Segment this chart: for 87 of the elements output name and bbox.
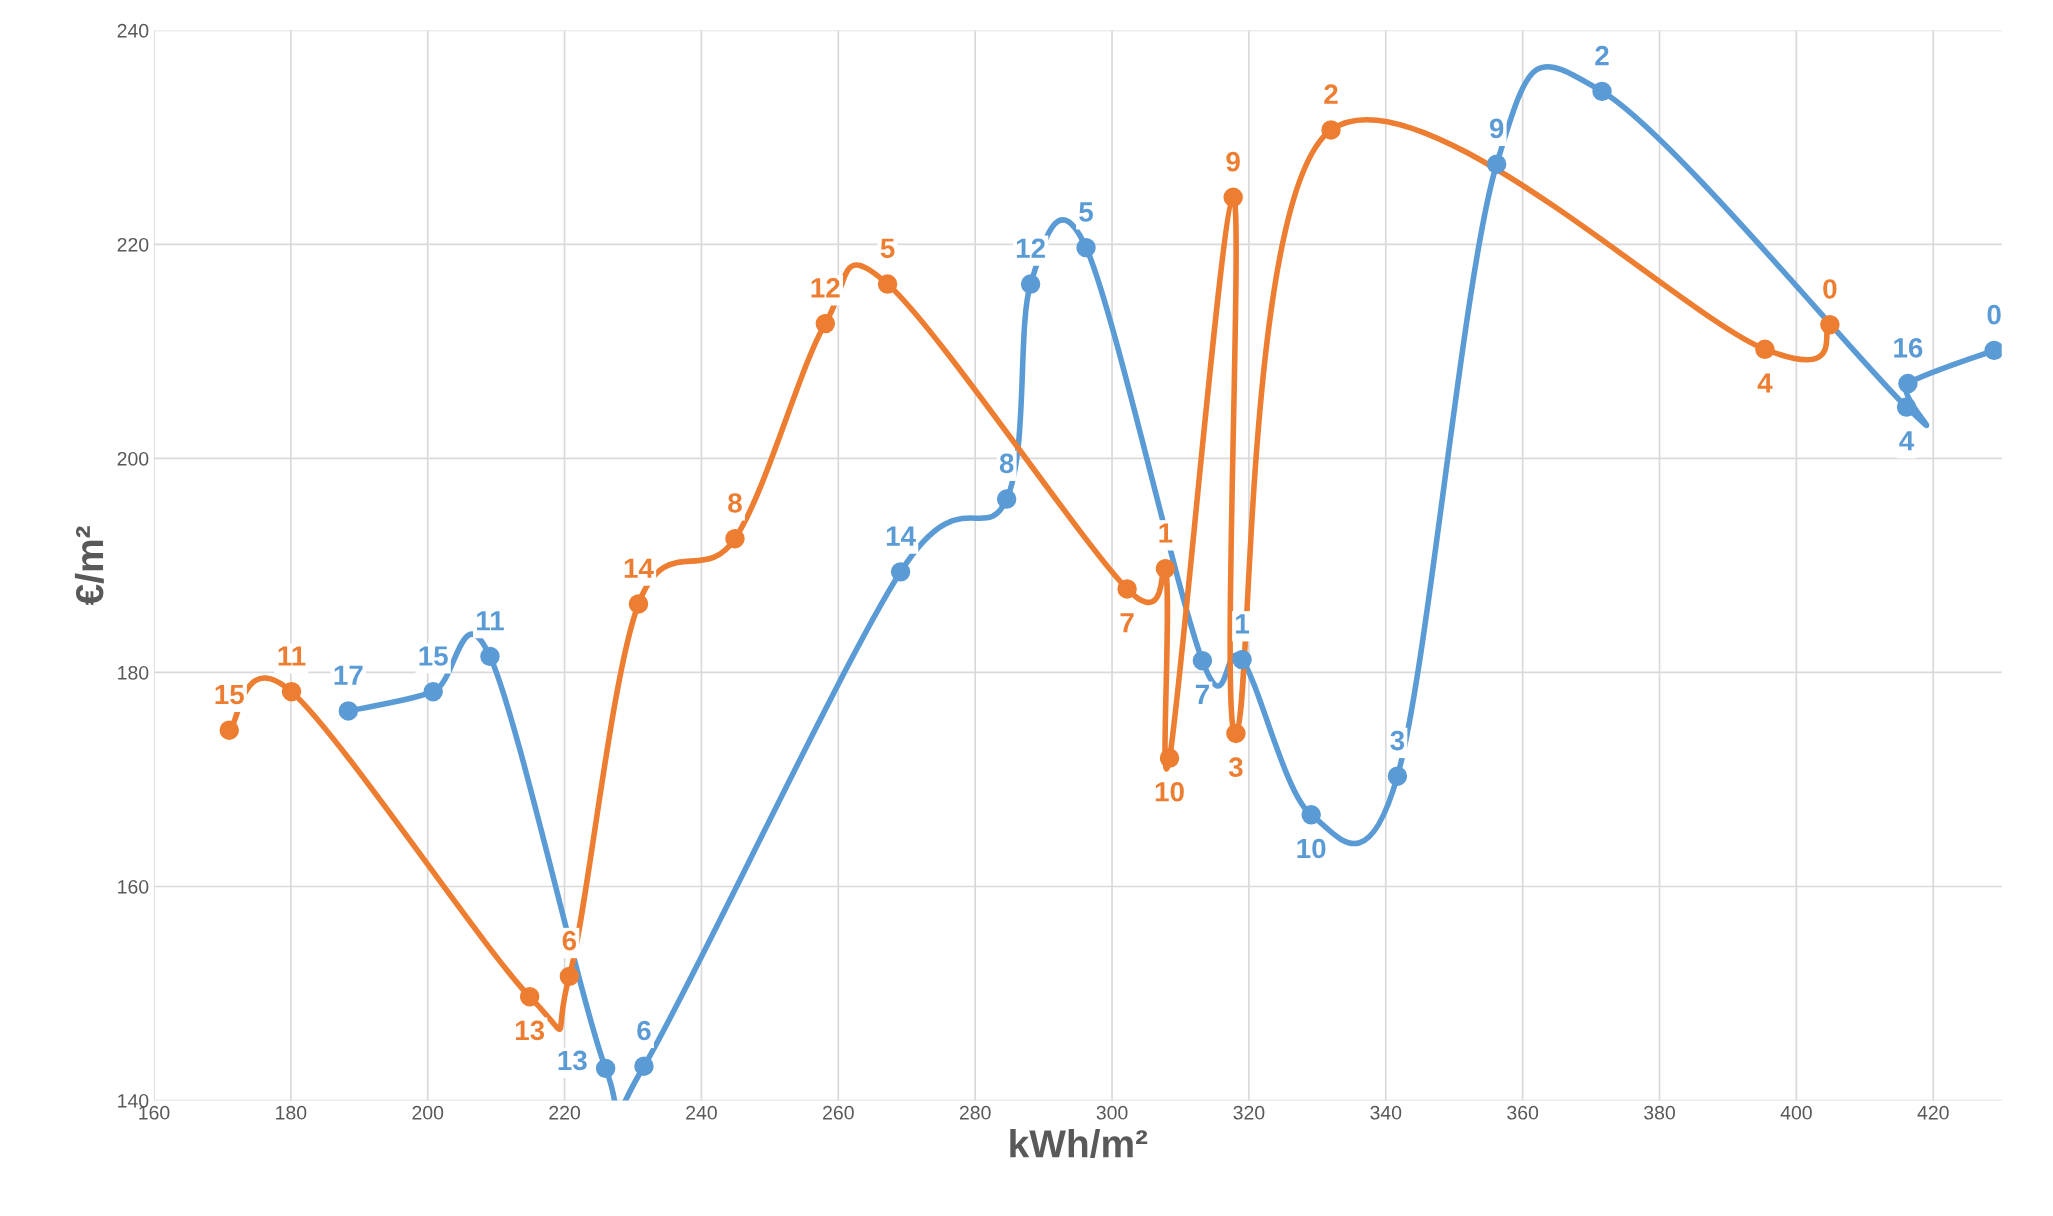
- point: [1896, 397, 1917, 417]
- annotation: 7: [1120, 613, 1134, 633]
- annotation: 8: [999, 453, 1014, 474]
- annotation: 15: [419, 646, 448, 666]
- annotation: 5: [880, 238, 895, 259]
- annotation: 3: [1228, 757, 1243, 778]
- x-tick-label: 200: [412, 1105, 444, 1120]
- annotation: 2: [1595, 45, 1609, 66]
- x-tick-label: 220: [549, 1105, 581, 1120]
- point: [877, 274, 898, 294]
- annotation: 15: [215, 684, 244, 705]
- x-axis-title: kWh/m²: [1010, 1129, 1148, 1158]
- annotation: 9: [1489, 118, 1504, 139]
- point: [815, 313, 836, 334]
- x-tick-label: 420: [1917, 1105, 1949, 1120]
- point: [725, 528, 745, 549]
- point: [338, 701, 359, 721]
- point: [519, 986, 540, 1007]
- point: [1301, 805, 1321, 825]
- x-tick-label: 400: [1780, 1105, 1812, 1120]
- annotation: 0: [1987, 304, 2001, 325]
- point: [1223, 187, 1243, 208]
- point: [1898, 373, 1918, 394]
- point: [595, 1058, 616, 1079]
- x-tick-label: 320: [1233, 1105, 1265, 1120]
- point: [281, 681, 302, 702]
- annotation: 16: [1894, 337, 1923, 358]
- y-tick-label: 180: [118, 665, 149, 680]
- annotation: 1: [1159, 523, 1173, 543]
- point: [480, 646, 500, 667]
- annotation: 6: [637, 1020, 651, 1041]
- annotation: 6: [562, 930, 577, 951]
- y-tick-label: 160: [118, 879, 149, 894]
- annotation: 5: [1079, 202, 1093, 222]
- point: [219, 720, 239, 740]
- point: [628, 594, 649, 614]
- annotation: 8: [728, 493, 742, 513]
- point: [1155, 558, 1176, 579]
- point: [1020, 274, 1041, 294]
- point: [1486, 154, 1507, 174]
- annotation: 12: [1016, 238, 1045, 258]
- point: [1592, 81, 1612, 102]
- point: [1232, 649, 1252, 670]
- point: [1387, 766, 1408, 786]
- point: [1226, 723, 1246, 744]
- x-tick-label: 340: [1370, 1105, 1402, 1120]
- x-tick-label: 280: [959, 1105, 991, 1120]
- annotation: 10: [1155, 781, 1184, 802]
- x-tick-label: 240: [686, 1105, 717, 1120]
- point: [1076, 237, 1096, 258]
- annotation: 14: [886, 526, 916, 546]
- point: [1321, 120, 1341, 140]
- y-axis-title: €/m²: [74, 526, 104, 606]
- y-tick-label: 200: [117, 451, 149, 466]
- point: [890, 562, 911, 582]
- annotation: 17: [334, 665, 363, 685]
- point: [423, 681, 443, 702]
- x-tick-label: 380: [1644, 1105, 1675, 1120]
- annotation: 2: [1324, 84, 1338, 104]
- point: [1117, 579, 1137, 599]
- point: [1192, 650, 1213, 671]
- annotation: 9: [1226, 151, 1240, 172]
- annotation: 10: [1297, 838, 1326, 859]
- annotation: 13: [515, 1020, 545, 1041]
- annotation: 4: [1899, 431, 1915, 451]
- point: [1755, 339, 1775, 360]
- annotation: 13: [558, 1050, 587, 1071]
- annotation: 11: [477, 611, 504, 631]
- x-tick-label: 360: [1507, 1105, 1539, 1120]
- point: [1820, 314, 1840, 335]
- point: [996, 489, 1017, 509]
- x-tick-label: 180: [276, 1105, 307, 1120]
- point: [559, 966, 580, 987]
- annotation: 3: [1390, 730, 1405, 751]
- annotation: 11: [278, 646, 306, 666]
- y-tick-label: 240: [117, 23, 149, 38]
- annotation: 12: [811, 278, 840, 298]
- point: [634, 1056, 654, 1076]
- y-tick-label: 220: [117, 237, 149, 252]
- annotation: 0: [1823, 279, 1837, 299]
- x-tick-label: 300: [1096, 1105, 1128, 1120]
- annotation: 1: [1236, 614, 1250, 634]
- annotation: 14: [624, 558, 654, 578]
- annotation: 4: [1757, 373, 1773, 393]
- annotation: 7: [1195, 684, 1209, 704]
- x-tick-label: 260: [823, 1105, 854, 1120]
- point: [1159, 748, 1180, 768]
